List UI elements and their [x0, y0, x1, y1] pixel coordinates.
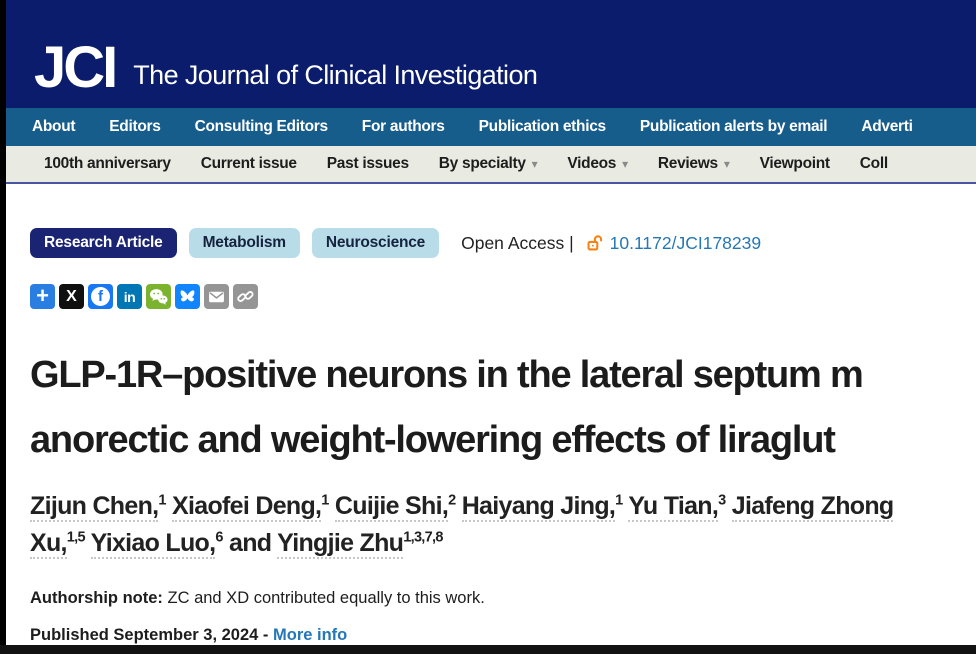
authorship-note-label: Authorship note: — [30, 588, 163, 607]
journal-name: The Journal of Clinical Investigation — [133, 60, 538, 90]
author-link[interactable]: Jiafeng Zhong — [731, 491, 894, 522]
email-icon[interactable] — [204, 284, 229, 309]
author-affiliation-sup: 1 — [321, 492, 329, 509]
copy-link-icon[interactable] — [233, 284, 258, 309]
author-link[interactable]: Yu Tian, — [628, 491, 719, 522]
primary-nav-item-4[interactable]: Publication ethics — [478, 118, 607, 135]
author-line-2: Xu,1,5 Yixiao Luo,6 and Yingjie Zhu1,3,7… — [30, 525, 976, 563]
linkedin-icon[interactable]: in — [117, 284, 142, 309]
secondary-nav-label: Past issues — [326, 155, 409, 172]
open-access-group: Open Access | 10.1172/JCI178239 — [461, 233, 761, 254]
bluesky-icon[interactable] — [175, 284, 200, 309]
article-title: GLP-1R–positive neurons in the lateral s… — [30, 343, 976, 474]
facebook-icon[interactable]: f — [88, 284, 113, 309]
primary-nav: About Editors Consulting Editors For author… — [0, 108, 976, 146]
primary-nav-item-6[interactable]: Adverti — [861, 118, 913, 135]
badge-row: Research Article Metabolism Neuroscience… — [30, 228, 976, 258]
secondary-nav-label: Current issue — [200, 155, 297, 172]
article-type-badge[interactable]: Research Article — [30, 228, 177, 258]
screenshot-bottom-edge — [0, 645, 976, 654]
secondary-nav-label: By specialty — [438, 155, 526, 172]
secondary-nav-item-6[interactable]: Viewpoint — [759, 155, 831, 173]
authorship-note: Authorship note: ZC and XD contributed e… — [30, 589, 976, 608]
author-separator — [85, 529, 91, 557]
author-affiliation-sup: 1 — [158, 492, 166, 509]
article-title-line2: anorectic and weight-lowering effects of… — [30, 419, 836, 462]
share-plus-icon[interactable]: + — [30, 284, 55, 309]
author-link[interactable]: Xiaofei Deng, — [172, 491, 322, 522]
article-header: Research Article Metabolism Neuroscience… — [0, 184, 976, 645]
author-separator — [329, 492, 335, 520]
author-link[interactable]: Zijun Chen, — [30, 491, 159, 522]
chevron-down-icon: ▾ — [622, 157, 628, 171]
category-badge-neuroscience[interactable]: Neuroscience — [311, 228, 440, 258]
author-link[interactable]: Xu, — [30, 529, 67, 560]
author-affiliation-sup: 1,3,7,8 — [403, 529, 443, 546]
author-affiliation-sup: 1,5 — [66, 529, 86, 546]
author-affiliation-sup: 2 — [448, 492, 456, 509]
secondary-nav-item-7[interactable]: Coll — [860, 155, 888, 173]
secondary-nav-item-3[interactable]: By specialty ▾ — [439, 155, 538, 173]
article-title-line1: GLP-1R–positive neurons in the lateral s… — [30, 354, 864, 396]
author-link[interactable]: Yixiao Luo, — [90, 529, 216, 560]
more-info-link[interactable]: More info — [273, 625, 348, 644]
author-separator — [726, 492, 732, 520]
category-badge-metabolism[interactable]: Metabolism — [188, 228, 300, 258]
secondary-nav-label: Videos — [567, 155, 617, 172]
open-access-label: Open Access | — [461, 232, 574, 253]
primary-nav-item-2[interactable]: Consulting Editors — [194, 118, 329, 135]
author-affiliation-sup: 3 — [718, 492, 726, 509]
screenshot-left-edge — [0, 0, 6, 654]
author-affiliation-sup: 1 — [615, 492, 623, 509]
published-date: Published September 3, 2024 - — [30, 625, 274, 644]
secondary-nav: 100th anniversary Current issue Past issue… — [0, 146, 976, 184]
primary-nav-item-0[interactable]: About — [32, 118, 76, 135]
secondary-nav-item-2[interactable]: Past issues — [327, 155, 409, 173]
secondary-nav-item-1[interactable]: Current issue — [201, 155, 297, 173]
primary-nav-item-3[interactable]: For authors — [361, 118, 445, 135]
author-link[interactable]: Yingjie Zhu — [277, 529, 404, 560]
wechat-icon[interactable] — [146, 284, 171, 309]
masthead: JCI The Journal of Clinical Investigatio… — [0, 0, 976, 108]
author-list: Zijun Chen,1 Xiaofei Deng,1 Cuijie Shi,2… — [30, 488, 976, 563]
secondary-nav-label: Reviews — [657, 155, 718, 172]
author-link[interactable]: Cuijie Shi, — [334, 491, 449, 522]
author-separator: and — [222, 529, 278, 558]
chevron-down-icon: ▾ — [531, 157, 538, 171]
secondary-nav-item-5[interactable]: Reviews ▾ — [658, 155, 730, 173]
secondary-nav-item-4[interactable]: Videos ▾ — [567, 155, 628, 173]
chevron-down-icon: ▾ — [723, 157, 730, 171]
secondary-nav-label: 100th anniversary — [44, 155, 171, 172]
author-affiliation-sup: 6 — [215, 529, 223, 546]
secondary-nav-label: Coll — [859, 155, 888, 172]
primary-nav-item-5[interactable]: Publication alerts by email — [639, 118, 828, 135]
secondary-nav-label: Viewpoint — [759, 155, 831, 172]
open-access-lock-icon — [587, 234, 602, 250]
published-row: Published September 3, 2024 - More info — [30, 626, 976, 645]
author-line-1: Zijun Chen,1 Xiaofei Deng,1 Cuijie Shi,2… — [30, 488, 976, 526]
secondary-nav-item-0[interactable]: 100th anniversary — [44, 155, 171, 173]
primary-nav-item-1[interactable]: Editors — [109, 118, 161, 135]
authorship-note-text: ZC and XD contributed equally to this wo… — [162, 588, 485, 607]
jci-logo[interactable]: JCI — [34, 35, 118, 101]
x-icon[interactable]: X — [59, 284, 84, 309]
doi-link[interactable]: 10.1172/JCI178239 — [609, 232, 762, 253]
author-separator — [455, 492, 461, 520]
author-link[interactable]: Haiyang Jing, — [461, 491, 616, 522]
